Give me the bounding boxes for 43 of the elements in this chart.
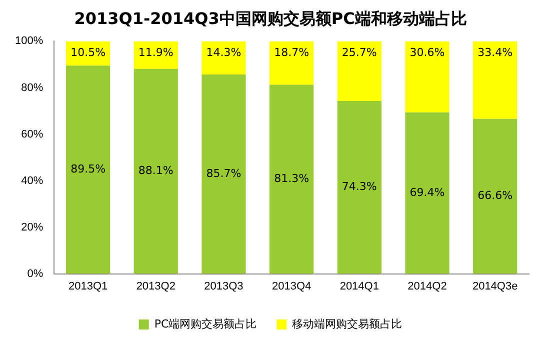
x-tick-label: 2013Q1: [68, 280, 108, 292]
data-label: 25.7%: [342, 46, 377, 60]
y-tick-label: 60%: [21, 128, 44, 140]
bar: [473, 41, 518, 119]
bar: [66, 66, 110, 274]
bar: [202, 74, 246, 274]
bar: [337, 41, 382, 101]
data-label: 88.1%: [138, 164, 174, 178]
x-tick-label: 2014Q3e: [472, 280, 518, 292]
data-label: 10.5%: [70, 46, 106, 60]
legend-label: PC端网购交易额占比: [154, 317, 257, 330]
bar: [337, 100, 382, 274]
bar: [202, 41, 246, 74]
bar: [405, 41, 450, 112]
x-tick-label: 2013Q4: [272, 280, 312, 292]
y-tick-label: 20%: [21, 221, 44, 234]
data-label: 30.6%: [410, 46, 445, 60]
data-label: 81.3%: [274, 172, 310, 186]
chart-title: 2013Q1-2014Q3中国网购交易额PC端和移动端占比: [74, 8, 467, 28]
bar: [134, 41, 178, 69]
x-tick-label: 2014Q2: [408, 280, 447, 292]
x-tick-label: 2013Q2: [136, 280, 176, 292]
x-tick-label: 2013Q3: [204, 280, 244, 292]
bar: [134, 68, 178, 274]
bar: [270, 41, 314, 85]
data-label: 74.3%: [342, 180, 377, 194]
bar: [270, 84, 314, 274]
data-label: 69.4%: [410, 186, 445, 199]
y-tick-label: 40%: [21, 174, 44, 187]
data-label: 66.6%: [478, 189, 513, 202]
bar: [473, 118, 518, 274]
y-tick-label: 0%: [27, 268, 44, 280]
y-tick-label: 100%: [14, 35, 44, 48]
data-label: 85.7%: [206, 166, 242, 180]
data-label: 18.7%: [274, 46, 310, 60]
data-label: 33.4%: [478, 46, 513, 60]
y-tick-label: 80%: [21, 82, 44, 94]
data-label: 89.5%: [70, 162, 106, 176]
data-label: 11.9%: [138, 46, 174, 60]
data-label: 14.3%: [206, 46, 242, 60]
x-tick-label: 2014Q1: [340, 280, 379, 292]
bar: [405, 112, 450, 274]
legend-label: 移动端网购交易额占比: [292, 317, 402, 330]
